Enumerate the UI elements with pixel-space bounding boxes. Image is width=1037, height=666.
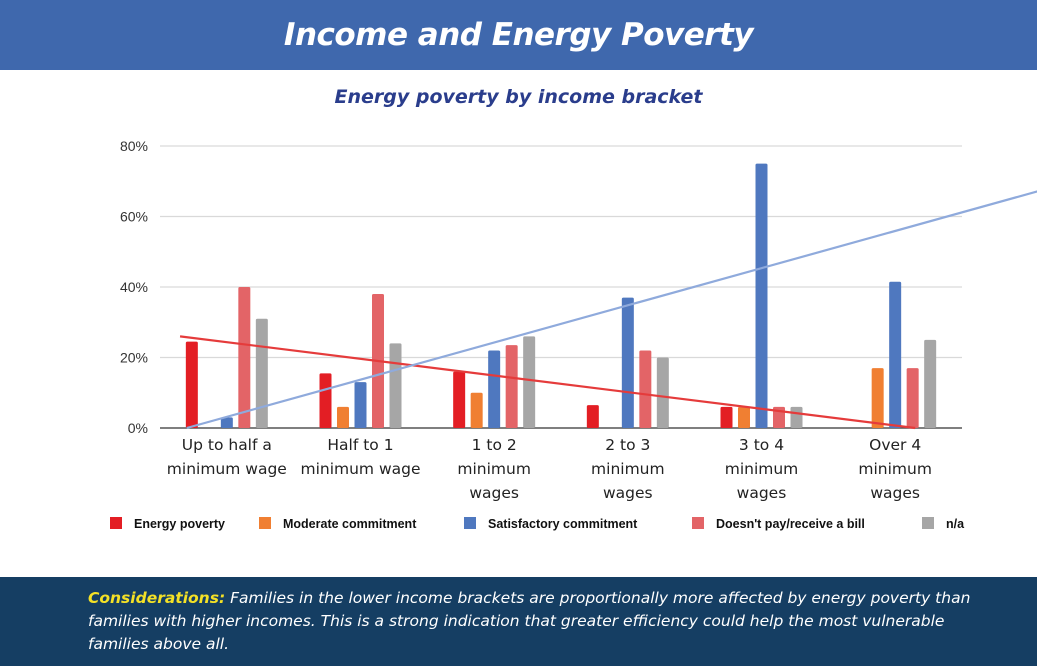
x-tick-label: minimum wage: [167, 460, 287, 478]
legend-label: Energy poverty: [134, 517, 225, 531]
bar-chart: 0% 20% 40% 60% 80% Up to half a minimum wage H…: [110, 138, 1037, 531]
bar: [738, 406, 750, 428]
bar: [337, 406, 349, 428]
x-tick-label: Over 4: [869, 436, 921, 454]
y-tick-label: 20%: [120, 350, 148, 366]
page-title: Income and Energy Poverty: [283, 17, 754, 53]
x-axis-tick-labels: Up to half a minimum wage Half to 1 minimum…: [167, 436, 932, 502]
bar: [790, 406, 803, 428]
x-tick-label: minimum: [858, 460, 932, 478]
y-tick-label: 40%: [120, 279, 148, 295]
legend-swatch: [692, 517, 704, 529]
x-tick-label: minimum wage: [300, 460, 420, 478]
bar: [185, 341, 198, 428]
y-tick-label: 60%: [120, 209, 148, 225]
bar: [453, 371, 466, 428]
y-tick-label: 0%: [128, 420, 148, 436]
x-tick-label: wages: [603, 484, 653, 502]
x-tick-label: minimum: [457, 460, 531, 478]
trendlines: [179, 190, 1037, 430]
x-tick-label: minimum: [591, 460, 665, 478]
chart-bars: [185, 163, 937, 428]
x-tick-label: 2 to 3: [605, 436, 650, 454]
bar: [523, 336, 536, 428]
bar: [354, 382, 367, 428]
legend-label: n/a: [946, 517, 965, 531]
legend-label: Doesn't pay/receive a bill: [716, 517, 865, 531]
bar: [238, 287, 251, 428]
bar: [488, 350, 501, 428]
bar: [656, 357, 669, 428]
y-axis-tick-labels: 0% 20% 40% 60% 80%: [120, 138, 148, 436]
legend-label: Satisfactory commitment: [488, 517, 638, 531]
bar: [906, 368, 919, 428]
bar: [319, 373, 332, 428]
bar: [720, 406, 733, 428]
x-tick-label: 3 to 4: [739, 436, 784, 454]
bar: [586, 405, 599, 428]
bar: [755, 163, 768, 428]
x-tick-label: minimum: [725, 460, 799, 478]
x-tick-label: wages: [469, 484, 519, 502]
legend-swatch: [464, 517, 476, 529]
bar: [924, 339, 937, 428]
legend-swatch: [110, 517, 122, 529]
bar: [871, 368, 884, 428]
trendline: [186, 190, 1037, 430]
bar: [505, 345, 518, 428]
x-tick-label: wages: [870, 484, 920, 502]
legend-swatch: [259, 517, 271, 529]
bar: [220, 417, 233, 428]
considerations-label: Considerations:: [88, 589, 226, 607]
bar: [639, 350, 652, 428]
considerations-footer: Considerations: Families in the lower in…: [0, 577, 1037, 666]
x-tick-label: Half to 1: [327, 436, 393, 454]
legend-swatch: [922, 517, 934, 529]
chart-title: Energy poverty by income bracket: [334, 86, 703, 108]
considerations-text: Families in the lower income brackets ar…: [88, 589, 971, 653]
legend-label: Moderate commitment: [283, 517, 417, 531]
y-tick-label: 80%: [120, 138, 148, 154]
x-tick-label: Up to half a: [182, 436, 272, 454]
bar: [621, 297, 634, 428]
bar: [389, 343, 402, 428]
bar: [470, 392, 483, 428]
chart-legend: Energy poverty Moderate commitment Satisfa…: [110, 517, 965, 531]
trendline: [179, 335, 916, 430]
bar: [255, 318, 268, 428]
header-banner: Income and Energy Poverty: [0, 0, 1037, 70]
x-tick-label: wages: [737, 484, 787, 502]
x-tick-label: 1 to 2: [472, 436, 517, 454]
bar: [889, 281, 902, 428]
chart-grid: [160, 145, 962, 429]
